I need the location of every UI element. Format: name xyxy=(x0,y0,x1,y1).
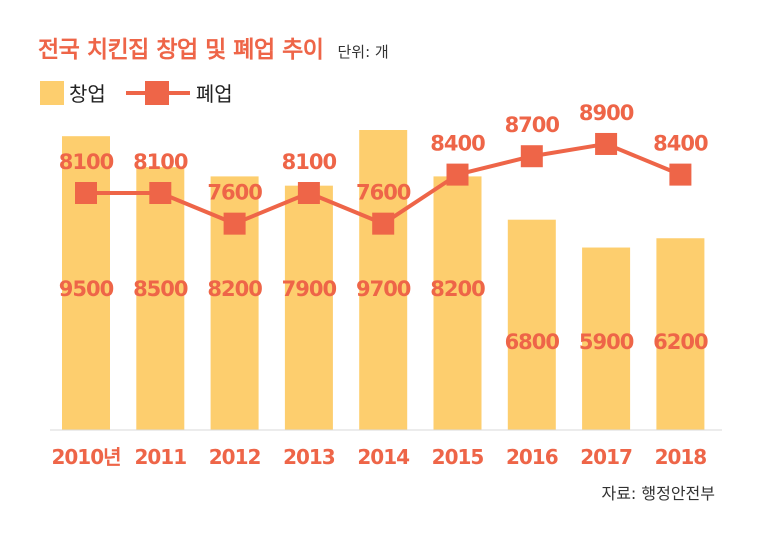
label-closure-value: 8400 xyxy=(430,132,485,156)
x-tick-label: 2015 xyxy=(432,445,484,469)
x-tick-label: 2018 xyxy=(655,445,707,469)
legend-bar-swatch xyxy=(40,80,64,105)
label-startup-value: 5900 xyxy=(579,330,634,354)
label-closure-value: 8100 xyxy=(133,150,188,174)
legend-line-label: 폐업 xyxy=(195,82,233,106)
x-tick-label: 2014 xyxy=(357,445,409,469)
x-tick-label: 2010년 xyxy=(51,445,120,469)
label-startup-value: 9700 xyxy=(356,277,411,301)
bar-startup xyxy=(359,130,408,430)
label-startup-value: 6200 xyxy=(653,330,708,354)
marker-closure xyxy=(372,212,395,235)
legend: 창업 폐업 xyxy=(40,78,233,107)
bar-startup xyxy=(433,176,482,430)
legend-square-marker-icon xyxy=(144,80,169,105)
label-startup-value: 6800 xyxy=(505,330,560,354)
label-startup-value: 8200 xyxy=(207,277,262,301)
x-tick-label: 2017 xyxy=(580,445,632,469)
label-closure-value: 8100 xyxy=(59,150,114,174)
label-startup-value: 9500 xyxy=(59,277,114,301)
label-startup-value: 8200 xyxy=(430,277,485,301)
unit-label: 단위: 개 xyxy=(337,43,389,61)
label-closure-value: 8900 xyxy=(579,101,634,125)
label-closure-value: 8700 xyxy=(505,113,560,137)
marker-closure xyxy=(520,145,543,168)
label-startup-value: 7900 xyxy=(282,277,337,301)
marker-closure xyxy=(223,212,246,235)
x-tick-label: 2013 xyxy=(283,445,335,469)
x-tick-label: 2016 xyxy=(506,445,558,469)
bar-startup xyxy=(656,238,705,430)
legend-bar-label: 창업 xyxy=(69,82,106,106)
bar-startup xyxy=(507,219,556,430)
chart-title: 전국 치킨집 창업 및 폐업 추이 xyxy=(38,37,324,63)
x-tick-label: 2012 xyxy=(209,445,261,469)
title-row: 전국 치킨집 창업 및 폐업 추이 단위: 개 xyxy=(38,30,389,64)
label-closure-value: 7600 xyxy=(207,181,262,205)
label-closure-value: 7600 xyxy=(356,181,411,205)
marker-closure xyxy=(669,163,692,186)
label-closure-value: 8400 xyxy=(653,132,708,156)
marker-closure xyxy=(446,163,469,186)
bar-startup xyxy=(284,185,333,430)
label-startup-value: 8500 xyxy=(133,277,188,301)
label-closure-value: 8100 xyxy=(282,150,337,174)
x-tick-label: 2011 xyxy=(134,445,186,469)
marker-closure xyxy=(297,182,320,204)
legend-line-swatch xyxy=(125,80,190,105)
bar-startup xyxy=(136,167,185,430)
marker-closure xyxy=(149,182,172,204)
source-note: 자료: 행정안전부 xyxy=(601,484,715,503)
marker-closure xyxy=(595,132,618,155)
bar-startup xyxy=(582,247,631,430)
marker-closure xyxy=(75,182,97,204)
